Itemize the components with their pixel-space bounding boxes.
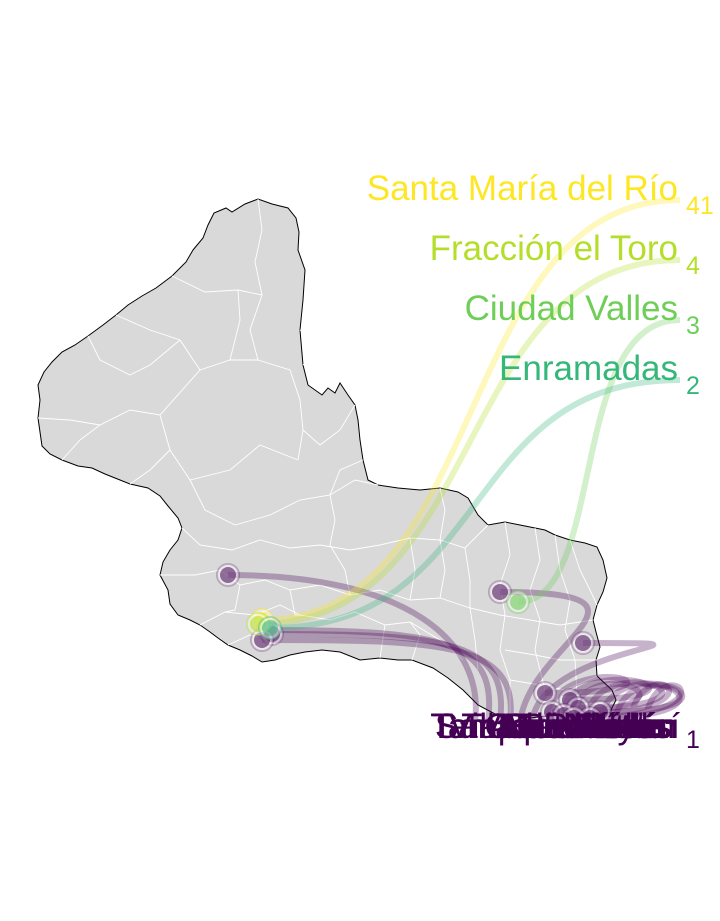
location-count: 3 bbox=[686, 312, 700, 340]
location-count: 2 bbox=[686, 372, 700, 400]
location-label: Rioverde bbox=[520, 707, 660, 746]
connector-curve bbox=[573, 682, 685, 723]
location-label: Coxcatlán bbox=[484, 707, 640, 746]
location-point bbox=[537, 685, 553, 701]
location-label: Fracción el Toro bbox=[430, 229, 678, 268]
connector-curve bbox=[542, 674, 631, 723]
connector-curve bbox=[269, 377, 681, 631]
location-point bbox=[220, 567, 236, 583]
location-label: Huehuetlán bbox=[499, 707, 678, 746]
connector-curves bbox=[227, 197, 686, 723]
location-point bbox=[492, 584, 508, 600]
location-label: Tampamolón bbox=[432, 707, 632, 746]
connector-curve bbox=[577, 679, 666, 723]
location-point bbox=[566, 710, 582, 726]
location-count: 1 bbox=[686, 726, 700, 754]
location-label: El Rosario bbox=[503, 707, 664, 746]
connector-curve bbox=[257, 257, 681, 627]
location-label: Santa María del Río bbox=[367, 169, 678, 208]
location-label: Enramadas bbox=[499, 349, 678, 388]
location-point bbox=[544, 704, 560, 720]
location-points bbox=[216, 563, 612, 730]
location-point bbox=[254, 632, 270, 648]
location-label: Tamazunchale bbox=[430, 707, 656, 746]
location-label: Ciudad Valles bbox=[465, 289, 678, 328]
location-point bbox=[510, 594, 526, 610]
location-point bbox=[582, 710, 598, 726]
connector-curve bbox=[261, 637, 514, 723]
location-label: Xilitla bbox=[568, 707, 652, 746]
location-count: 41 bbox=[686, 192, 714, 220]
location-point bbox=[262, 620, 278, 636]
state-outline bbox=[37, 198, 617, 719]
connector-curve bbox=[563, 681, 672, 723]
location-label: San Luis Potosí bbox=[435, 707, 680, 746]
connector-curve bbox=[517, 317, 681, 605]
municipality-borders bbox=[37, 198, 598, 715]
location-label: Matehuala bbox=[505, 707, 669, 746]
location-count: 4 bbox=[686, 252, 700, 280]
location-label: Villa de Reyes bbox=[449, 707, 672, 746]
connector-curve bbox=[271, 631, 505, 723]
connector-curve bbox=[267, 627, 493, 723]
location-label: Axtla bbox=[558, 707, 636, 746]
connector-curve bbox=[227, 572, 479, 723]
location-labels: Santa María del Río 41 Fracción el Toro 4 Ci… bbox=[367, 169, 714, 754]
connector-curve bbox=[551, 680, 643, 723]
connector-curve bbox=[589, 682, 683, 723]
connector-curve bbox=[499, 589, 591, 723]
location-point bbox=[575, 635, 591, 651]
connector-curve bbox=[597, 680, 686, 723]
location-label: Aquismón bbox=[488, 707, 644, 746]
connector-curve bbox=[261, 197, 681, 623]
location-label: San Martín bbox=[504, 707, 675, 746]
location-label: Tancanhuitz bbox=[461, 707, 648, 746]
